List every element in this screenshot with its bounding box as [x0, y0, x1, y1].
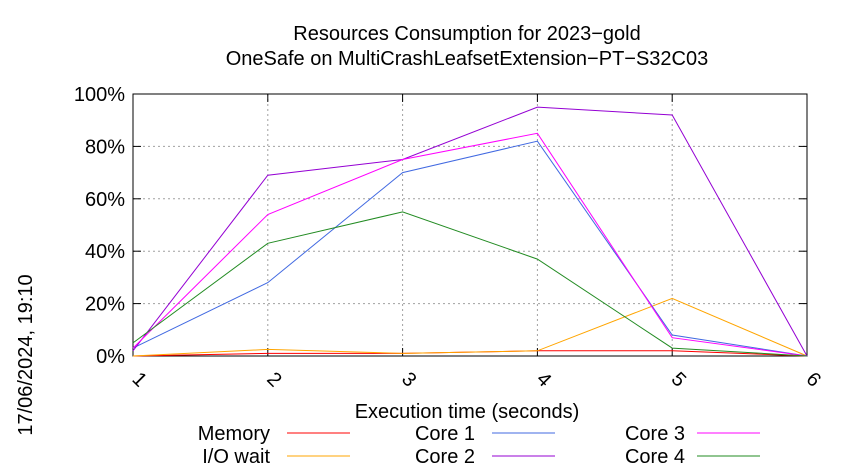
series-line-core-2 [132, 106, 808, 357]
legend-label: Memory [198, 423, 270, 445]
x-tick-label: 1 [128, 368, 151, 391]
y-tick-label: 40% [85, 241, 125, 263]
series-line-core-4 [132, 211, 808, 357]
x-tick-label: 4 [532, 368, 555, 391]
legend-label: I/O wait [202, 446, 270, 468]
y-tick-label: 60% [85, 189, 125, 211]
x-tick-label: 3 [397, 368, 420, 391]
legend-label: Core 4 [625, 446, 685, 468]
series-lines [132, 106, 808, 357]
series-line-core-1 [132, 140, 808, 357]
y-tick-label: 0% [96, 346, 125, 368]
y-tick-label: 100% [74, 84, 125, 106]
legend-label: Core 3 [625, 423, 685, 445]
series-line-core-3 [132, 132, 808, 357]
x-tick-label: 5 [667, 368, 690, 391]
legend-label: Core 1 [415, 423, 475, 445]
x-tick-label: 6 [802, 368, 825, 391]
chart-subtitle: OneSafe on MultiCrashLeafsetExtension−PT… [226, 48, 709, 70]
y-tick-label: 20% [85, 294, 125, 316]
plot-frame [132, 93, 808, 357]
y-tick-label: 80% [85, 136, 125, 158]
timestamp-label: 17/06/2024, 19:10 [15, 274, 37, 435]
x-tick-label: 2 [262, 368, 285, 391]
series-line-i-o-wait [132, 297, 808, 357]
x-axis-ticks: 1 2 3 4 5 6 [128, 94, 825, 391]
series-line-memory [132, 350, 808, 357]
legend-label: Core 2 [415, 446, 475, 468]
y-axis-ticks: 0% 20% 40% 60% 80% 100% [74, 84, 807, 368]
chart-title: Resources Consumption for 2023−gold [293, 23, 640, 45]
x-axis-label: Execution time (seconds) [355, 401, 580, 423]
